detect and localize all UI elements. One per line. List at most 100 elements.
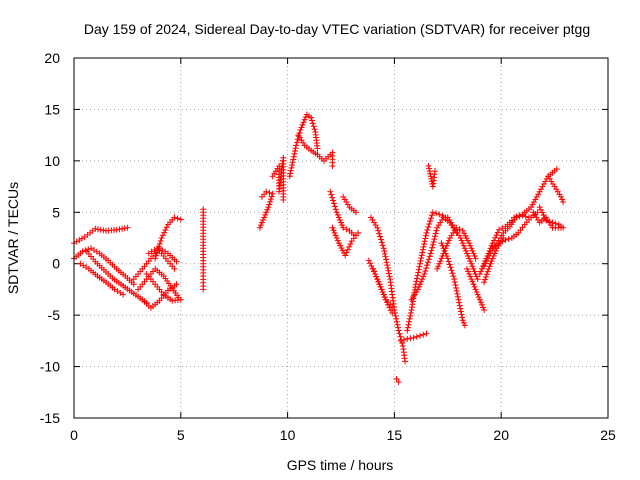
data-point <box>311 126 318 133</box>
data-point <box>533 193 540 200</box>
data-point <box>79 235 86 242</box>
grid <box>74 58 608 418</box>
data-point <box>428 212 435 219</box>
x-tick-label: 25 <box>600 427 616 443</box>
data-point <box>395 324 402 331</box>
data-point <box>266 189 273 196</box>
data-point <box>382 253 389 260</box>
data-point <box>460 242 467 249</box>
data-point <box>419 249 426 256</box>
data-point <box>155 243 162 250</box>
data-point <box>393 318 400 325</box>
data-point <box>500 235 507 241</box>
data-point <box>429 209 436 216</box>
data-point <box>429 241 436 248</box>
data-point <box>467 258 474 265</box>
data-point <box>174 215 181 222</box>
data-point <box>327 188 334 195</box>
data-point <box>342 252 349 259</box>
data-point <box>331 229 338 236</box>
data-point <box>267 198 274 205</box>
data-point <box>334 237 341 244</box>
data-point <box>553 166 560 173</box>
data-point <box>543 217 550 224</box>
data-point <box>344 246 351 253</box>
data-point <box>536 204 543 211</box>
data-point <box>425 163 432 169</box>
data-point <box>387 307 394 314</box>
data-point <box>266 201 273 208</box>
data-point <box>413 333 420 340</box>
x-tick-label: 20 <box>493 427 509 443</box>
data-point <box>430 239 437 245</box>
data-point <box>468 260 475 267</box>
data-point <box>468 276 475 283</box>
data-point <box>374 224 381 231</box>
data-point <box>310 123 317 130</box>
data-point <box>377 236 384 243</box>
data-point <box>437 258 444 265</box>
data-point <box>415 283 422 290</box>
data-point <box>291 150 298 157</box>
data-point <box>472 286 479 293</box>
data-point <box>268 193 275 200</box>
data-point <box>263 209 270 216</box>
data-point <box>471 268 478 275</box>
data-point <box>258 219 265 226</box>
data-point <box>505 236 512 243</box>
data-point <box>449 270 456 277</box>
data-point <box>379 289 386 295</box>
data-point <box>267 196 274 203</box>
data-point <box>473 273 480 280</box>
data-point <box>490 253 497 259</box>
data-point <box>486 263 493 270</box>
data-point <box>458 311 465 318</box>
data-point <box>163 224 170 231</box>
data-point <box>461 322 468 329</box>
data-point <box>308 114 315 121</box>
data-point <box>264 206 271 213</box>
data-point <box>436 211 443 218</box>
data-point <box>82 247 89 254</box>
data-point <box>559 196 566 203</box>
data-point <box>121 225 128 232</box>
data-point <box>471 283 478 290</box>
data-point <box>457 235 464 241</box>
data-point <box>287 167 294 174</box>
data-point <box>429 244 436 251</box>
data-point <box>443 253 450 259</box>
data-point <box>426 165 433 172</box>
data-point <box>119 225 126 232</box>
data-point <box>475 294 482 301</box>
data-point <box>465 253 472 259</box>
data-point <box>332 232 339 239</box>
data-point <box>454 290 461 297</box>
data-point <box>329 224 336 231</box>
data-point <box>477 268 484 275</box>
data-point <box>427 173 434 180</box>
data-point <box>456 299 463 306</box>
data-point <box>535 191 542 198</box>
data-point <box>286 173 293 180</box>
data-point <box>371 268 378 275</box>
data-point <box>440 245 447 252</box>
data-point <box>343 226 350 233</box>
data-point <box>476 296 483 303</box>
data-point <box>377 233 384 240</box>
data-point <box>152 255 159 262</box>
data-point <box>257 222 264 229</box>
data-point <box>355 229 362 236</box>
axis-ticks <box>73 57 609 419</box>
data-point <box>260 217 267 223</box>
data-point <box>482 276 489 283</box>
data-point <box>330 200 337 207</box>
data-point <box>92 225 99 232</box>
data-point <box>332 206 339 213</box>
data-point <box>95 226 102 233</box>
data-point <box>352 209 359 216</box>
data-point <box>404 324 411 331</box>
data-point <box>483 271 490 278</box>
data-point <box>442 250 449 257</box>
data-point <box>516 212 523 219</box>
